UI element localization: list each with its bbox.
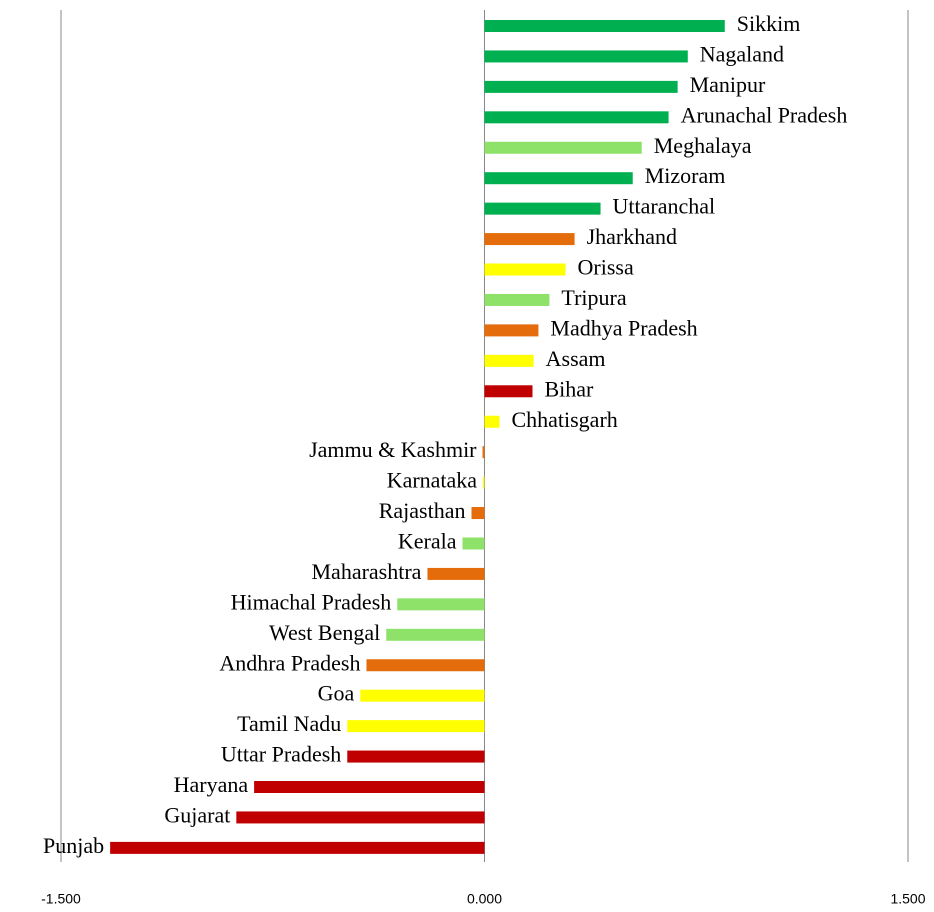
category-label: Orissa [578, 255, 634, 280]
category-label: Arunachal Pradesh [681, 102, 848, 127]
category-label: Chhatisgarh [511, 407, 617, 432]
category-label: Gujarat [164, 802, 230, 827]
bar [482, 446, 485, 459]
category-label: Mizoram [645, 163, 726, 188]
bar [484, 293, 550, 306]
bar [254, 781, 485, 793]
category-label: Nagaland [700, 41, 784, 66]
category-label: Tamil Nadu [237, 711, 341, 736]
bar [397, 598, 485, 611]
category-label: Andhra Pradesh [219, 650, 360, 675]
category-label: Assam [546, 346, 606, 371]
bar [484, 324, 539, 337]
category-label: Tripura [561, 285, 626, 310]
bar [386, 628, 485, 641]
bar [366, 659, 485, 672]
category-label: Madhya Pradesh [550, 315, 697, 340]
bar [484, 354, 534, 367]
bar [483, 476, 485, 489]
category-label: Punjab [43, 833, 104, 858]
category-label: Himachal Pradesh [231, 589, 392, 614]
bar [347, 720, 485, 733]
category-label: West Bengal [269, 620, 380, 645]
category-label: Sikkim [737, 11, 801, 36]
bar [110, 841, 485, 854]
category-label: Bihar [544, 376, 594, 401]
bar [484, 80, 678, 93]
bar [484, 263, 566, 276]
category-label: Manipur [690, 72, 766, 97]
bar [484, 172, 633, 185]
category-label: Goa [318, 681, 355, 706]
category-label: Rajasthan [379, 498, 466, 523]
category-label: Meghalaya [654, 133, 752, 158]
bar [484, 415, 500, 428]
bar [462, 537, 485, 550]
bar [484, 233, 575, 246]
bar [347, 750, 485, 763]
bar [484, 202, 601, 215]
x-tick-label: 1.500 [890, 891, 925, 907]
category-label: Karnataka [387, 468, 478, 493]
bar [427, 567, 485, 580]
bar [484, 385, 533, 398]
category-label: Haryana [174, 772, 249, 797]
category-label: Jharkhand [587, 224, 677, 249]
bar [484, 111, 669, 124]
category-label: Maharashtra [312, 559, 422, 584]
bar [484, 20, 725, 32]
bar [236, 811, 485, 824]
category-label: Kerala [398, 529, 457, 554]
category-label: Uttar Pradesh [221, 742, 341, 767]
x-tick-label: 0.000 [467, 891, 502, 907]
bar [360, 689, 485, 702]
bar [484, 50, 688, 63]
bar [484, 141, 642, 154]
category-label: Jammu & Kashmir [309, 437, 477, 462]
x-tick-label: -1.500 [41, 891, 81, 907]
category-label: Uttaranchal [613, 194, 716, 219]
bar [471, 507, 485, 520]
